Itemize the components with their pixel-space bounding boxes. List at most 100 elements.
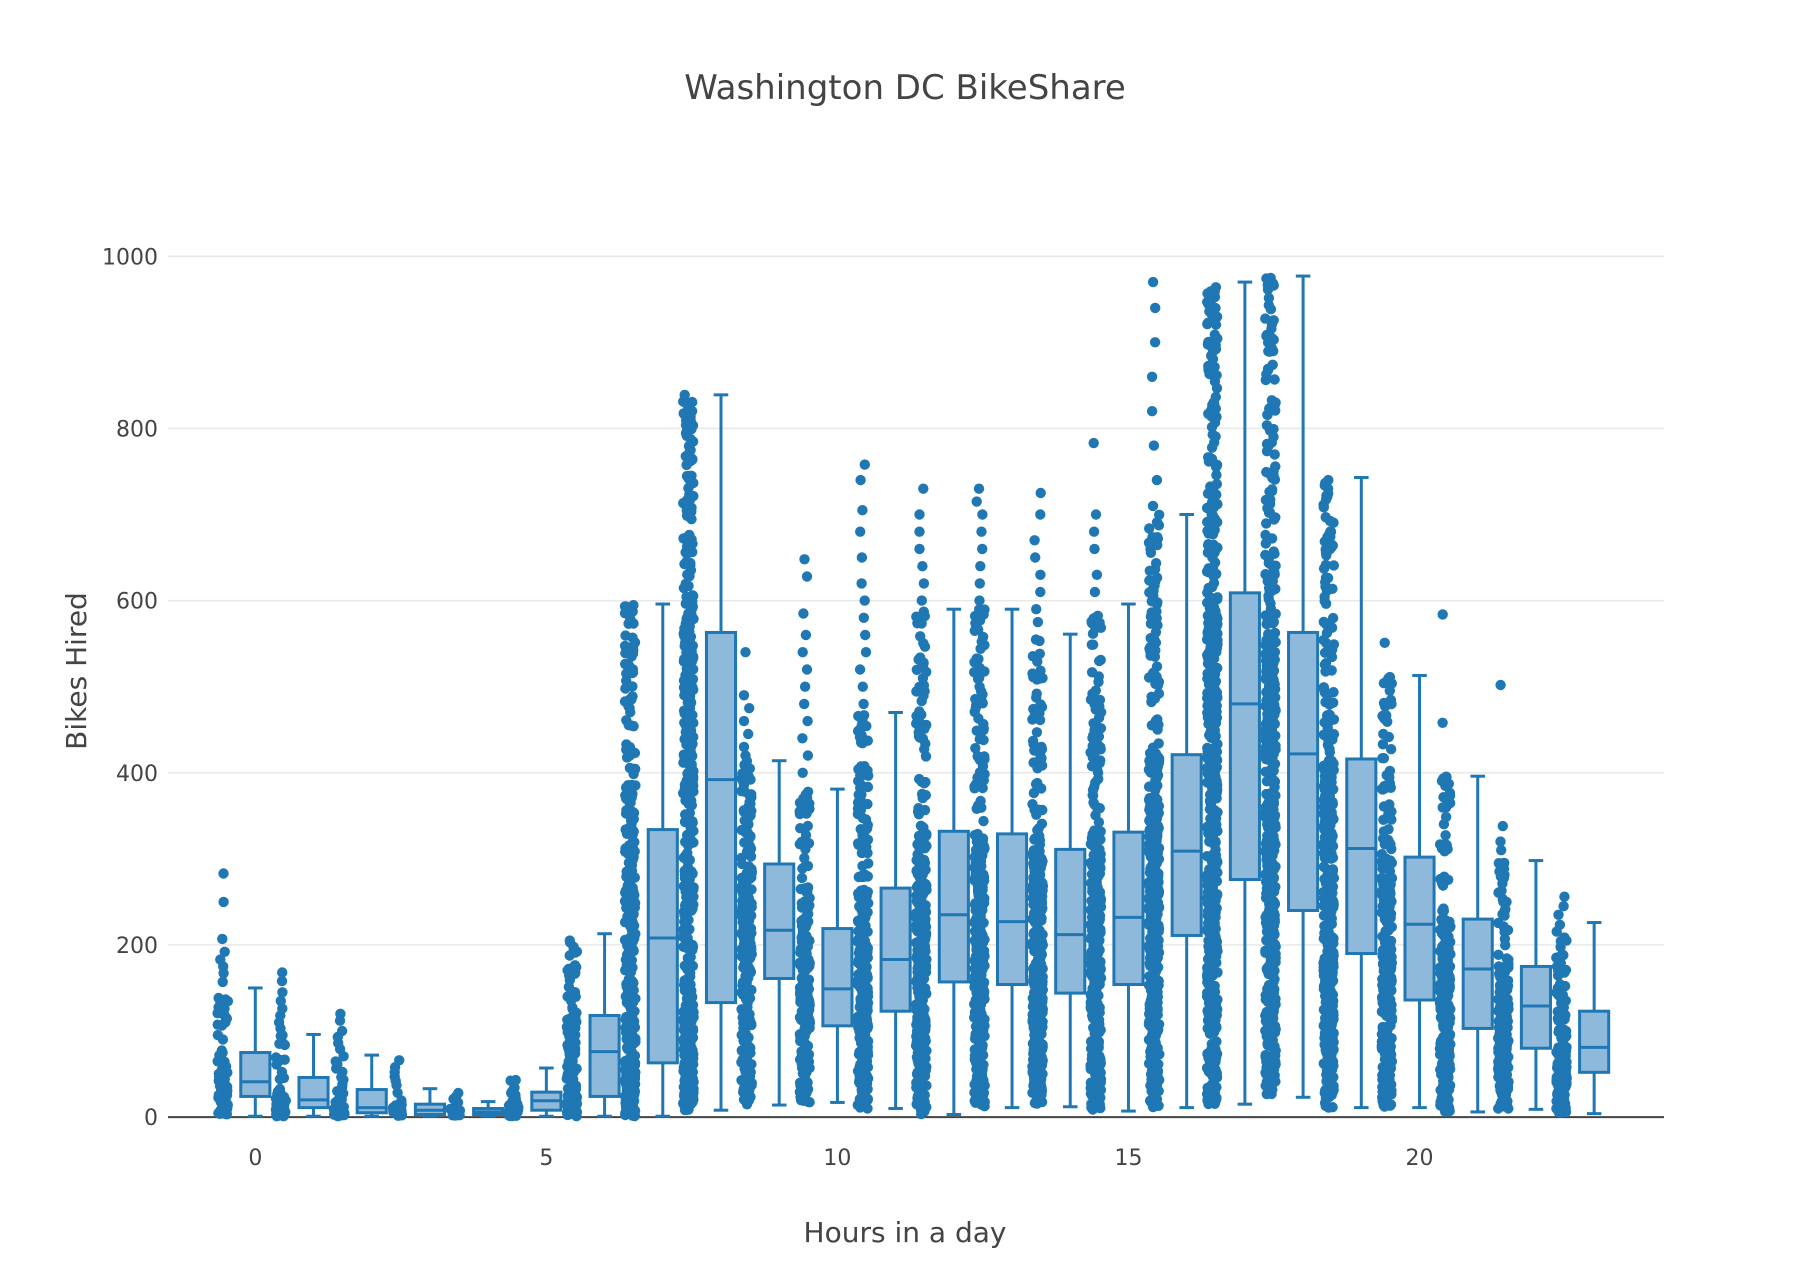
data-point [742,774,753,786]
data-point [852,838,864,849]
data-point [1033,703,1044,715]
outlier-point [394,1055,405,1066]
data-point [686,818,697,829]
data-point [1150,811,1161,822]
points-layer [212,272,1572,1122]
data-point [1030,973,1042,984]
data-point [1094,924,1106,935]
data-point [1036,741,1047,753]
data-point [330,1107,341,1119]
data-point [860,1025,871,1036]
data-point [571,1093,582,1105]
data-point [915,893,926,904]
data-point [396,1105,407,1116]
data-point [978,815,989,827]
data-point [975,643,986,654]
data-point [566,1081,577,1093]
data-point [1029,936,1040,948]
data-point [798,935,809,946]
outlier-point [1032,616,1044,628]
outlier-point [977,543,988,555]
data-point [916,618,927,629]
outlier-point [918,483,929,494]
data-point [1035,958,1046,970]
data-point [914,773,925,785]
data-point [913,731,925,742]
data-point [794,808,806,820]
data-point [978,988,990,999]
data-point [682,596,693,607]
data-point [803,838,815,849]
data-point [1090,685,1102,696]
data-point [1211,890,1223,901]
outlier-point [276,975,288,987]
data-point [681,942,693,954]
points-hour-4 [445,1087,466,1121]
data-point [1212,333,1223,344]
data-point [799,1025,810,1036]
data-point [680,1041,691,1053]
data-point [1085,838,1097,850]
data-point [973,887,984,898]
data-point [799,1067,811,1078]
points-hour-6 [561,935,583,1122]
outlier-point [277,967,288,978]
data-point [1089,1101,1101,1112]
outlier-point [797,647,808,658]
data-point [1093,1039,1104,1051]
data-point [742,1002,753,1013]
data-point [913,937,924,949]
outlier-point [1035,509,1046,520]
data-point [1087,784,1099,796]
data-point [969,963,980,974]
outlier-point [914,509,925,520]
data-point [860,1070,871,1081]
data-point [978,1087,990,1099]
outlier-point [971,496,982,507]
data-point [628,886,639,897]
data-point [1153,887,1165,899]
data-point [913,654,924,665]
outlier-point [797,767,808,778]
data-point [1037,1055,1048,1066]
data-point [804,803,815,815]
outlier-point [801,571,813,582]
data-point [1150,775,1161,786]
data-point [979,1014,990,1025]
data-point [800,792,812,803]
data-point [976,695,987,707]
data-point [741,867,752,879]
data-point [1146,1065,1158,1076]
data-point [339,1109,350,1120]
data-point [1094,617,1105,628]
data-point [682,847,693,859]
data-point [1143,1018,1155,1029]
data-point [336,1072,347,1083]
data-point [626,667,638,679]
data-point [853,764,864,775]
outlier-point [1089,543,1100,555]
data-point [860,1060,872,1071]
points-hour-3 [387,1055,408,1122]
data-point [222,1067,233,1078]
data-point [1210,431,1221,442]
data-point [977,761,989,772]
data-point [1087,963,1099,974]
data-point [1207,1002,1219,1013]
data-point [801,1077,812,1089]
data-point [624,946,635,958]
data-point [1087,732,1098,744]
data-point [1211,793,1222,804]
data-point [1144,575,1155,586]
data-point [1037,804,1048,816]
outlier-point [218,868,229,879]
data-point [796,872,808,884]
data-point [740,1051,751,1063]
outlier-point [740,647,751,658]
data-point [921,884,932,896]
data-point [219,1075,230,1087]
outlier-point [798,608,809,619]
data-point [862,952,873,963]
data-point [915,1087,926,1098]
outlier-point [1031,604,1042,615]
